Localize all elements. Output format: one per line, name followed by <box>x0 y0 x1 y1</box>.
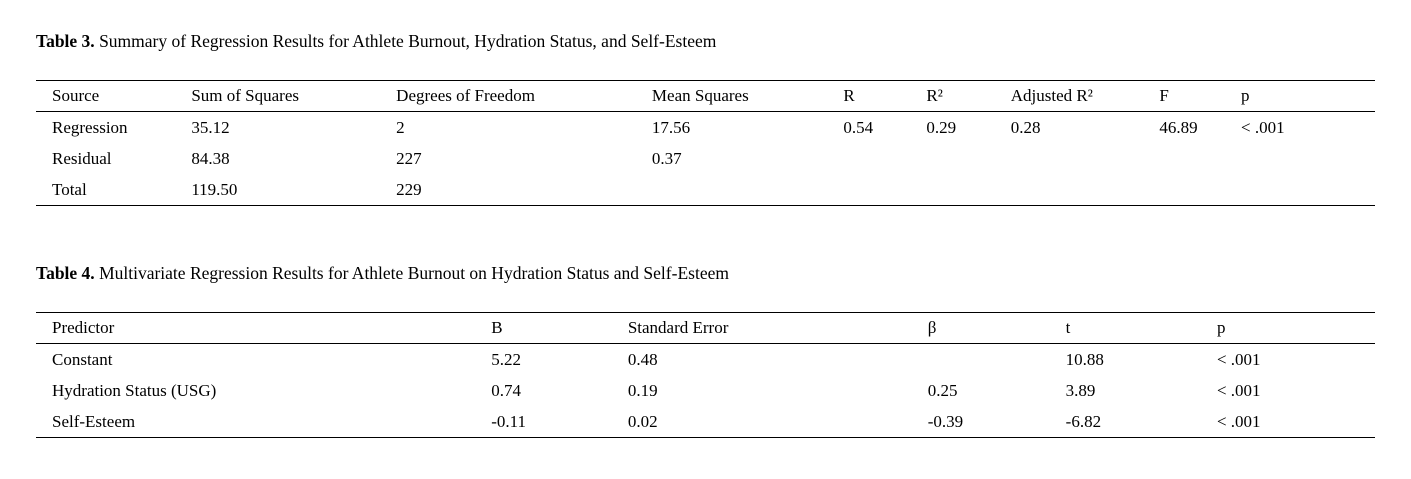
table-cell: 3.89 <box>1065 380 1096 400</box>
table-cell: 0.02 <box>627 406 928 438</box>
table-cell <box>1010 174 1160 206</box>
column-header: Standard Error <box>627 312 928 344</box>
table-row: Regression 35.12 2 17.56 0.54 0.29 0.28 46.89 < … <box>36 112 1375 144</box>
table-cell: -0.11 <box>491 406 628 438</box>
table-cell: < .001 <box>1216 349 1261 369</box>
table-cell: 35.12 <box>191 117 230 137</box>
table-cell: 2 <box>396 117 405 137</box>
table-3-section: Table 3. Summary of Regression Results f… <box>36 31 1375 206</box>
table-cell: < .001 <box>1241 117 1285 137</box>
table-row: Constant 5.22 0.48 10.88 < .001 <box>36 344 1375 376</box>
table-cell: 119.50 <box>191 174 397 206</box>
table-cell: 10.88 <box>1065 349 1104 369</box>
table-cell: 0.19 <box>627 380 658 400</box>
table-cell <box>843 143 926 174</box>
table-cell: Residual <box>52 148 112 168</box>
table-cell <box>1159 174 1242 206</box>
table-4-title-text: Multivariate Regression Results for Athl… <box>94 263 729 283</box>
table-cell: Regression <box>52 117 128 137</box>
table-cell: 229 <box>396 174 652 206</box>
regression-summary-table: Source Sum of Squares Degrees of Freedom Me… <box>36 80 1375 206</box>
table-cell: 0.28 <box>1010 117 1041 137</box>
table-4-title: Table 4. Multivariate Regression Results… <box>36 263 1375 284</box>
multivariate-regression-table: Predictor B Standard Error β t p Constant 5.22 0… <box>36 312 1375 438</box>
table-cell <box>843 174 927 206</box>
table-cell: 0.74 <box>491 380 522 400</box>
table-cell <box>926 143 1010 174</box>
table-row: Residual 84.38 227 0.37 <box>36 143 1375 174</box>
table-cell: -0.39 <box>927 406 1066 438</box>
table-cell: 17.56 <box>651 117 691 137</box>
table-cell <box>926 174 1011 206</box>
table-row: Self-Esteem -0.11 0.02 -0.39 -6.82 < .001 <box>36 406 1375 438</box>
table-cell: 0.37 <box>651 148 682 168</box>
column-header: R² <box>926 80 1011 112</box>
column-header: Source <box>36 80 192 112</box>
table-4-section: Table 4. Multivariate Regression Results… <box>36 263 1375 438</box>
column-header: Adjusted R² <box>1010 80 1160 112</box>
table-cell <box>1011 143 1160 174</box>
table-header-row: Source Sum of Squares Degrees of Freedom Me… <box>36 80 1375 112</box>
table-cell: < .001 <box>1216 380 1261 400</box>
table-3-title-text: Summary of Regression Results for Athlet… <box>94 31 717 51</box>
table-cell: 84.38 <box>191 148 230 168</box>
table-4-title-label: Table 4. <box>36 263 95 283</box>
table-cell: 0.29 <box>926 117 957 137</box>
table-cell: Self-Esteem <box>36 406 492 438</box>
table-cell: Total <box>36 174 192 206</box>
table-cell <box>928 344 1066 376</box>
column-header: β <box>927 312 1066 344</box>
column-header: B <box>491 312 628 344</box>
table-cell: 46.89 <box>1159 117 1198 137</box>
table-3-title-label: Table 3. <box>36 31 95 51</box>
column-header: p <box>1216 312 1375 344</box>
table-cell: < .001 <box>1216 406 1375 438</box>
column-header: t <box>1065 312 1217 344</box>
table-cell: -6.82 <box>1065 406 1217 438</box>
table-cell <box>1241 174 1375 206</box>
table-cell: 227 <box>396 148 422 168</box>
column-header: Predictor <box>36 312 492 344</box>
table-cell: 0.48 <box>627 349 658 369</box>
table-cell <box>651 174 844 206</box>
column-header: F <box>1159 80 1242 112</box>
table-header-row: Predictor B Standard Error β t p <box>36 312 1375 344</box>
column-header: Mean Squares <box>651 80 844 112</box>
column-header: Degrees of Freedom <box>396 80 652 112</box>
table-cell: Constant <box>52 349 113 369</box>
table-cell: 0.54 <box>843 117 874 137</box>
table-cell: Hydration Status (USG) <box>52 380 217 400</box>
table-cell: 5.22 <box>491 349 522 369</box>
column-header: R <box>843 80 927 112</box>
column-header: p <box>1241 80 1375 112</box>
table-cell: 0.25 <box>927 380 958 400</box>
table-3-title: Table 3. Summary of Regression Results f… <box>36 31 1375 52</box>
table-row: Total 119.50 229 <box>36 174 1375 206</box>
table-cell <box>1159 143 1241 174</box>
table-row: Hydration Status (USG) 0.74 0.19 0.25 3.89 < … <box>36 375 1375 406</box>
column-header: Sum of Squares <box>191 80 397 112</box>
table-cell <box>1241 143 1375 174</box>
